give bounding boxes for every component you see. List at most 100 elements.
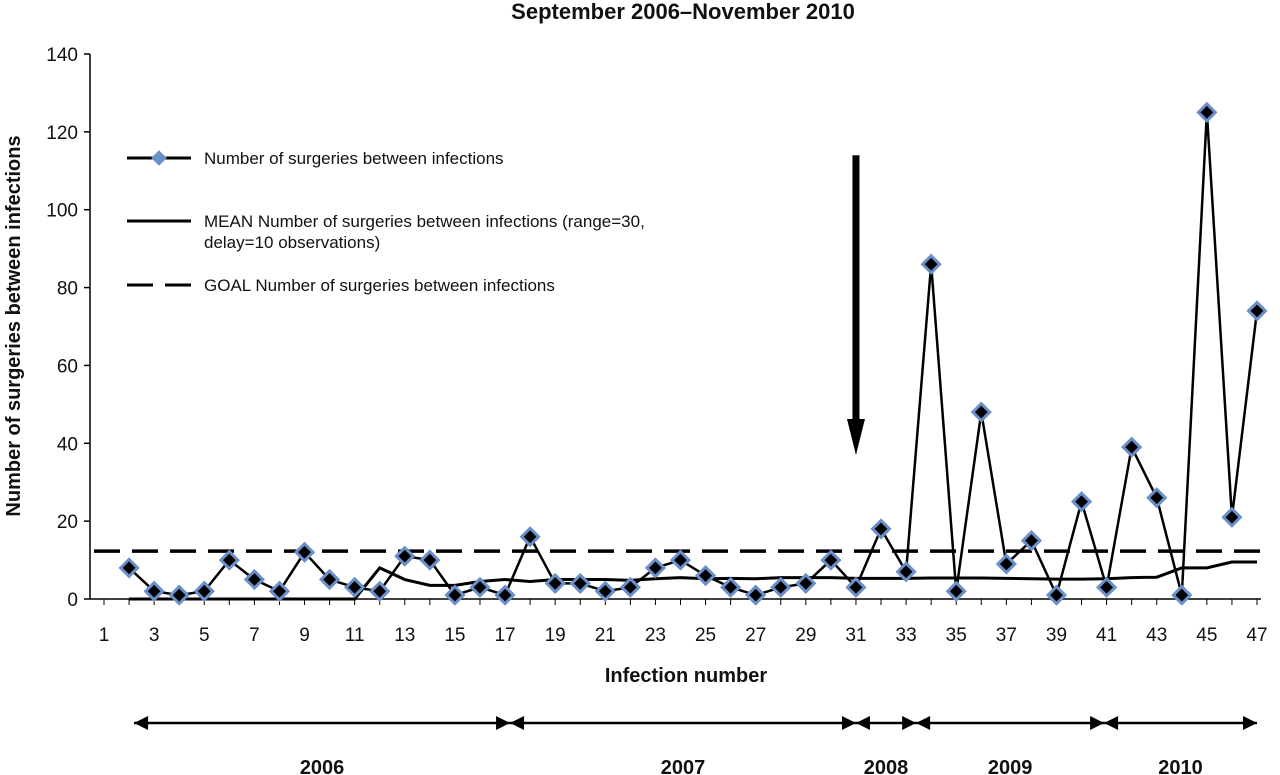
y-tick-label: 120 [46,123,78,144]
legend-label-mean-line1: MEAN Number of surgeries between infecti… [204,212,645,231]
legend-item-mean: MEAN Number of surgeries between infecti… [127,212,645,252]
x-tick-label: 9 [299,625,310,646]
data-point [669,549,692,571]
x-tick-label: 23 [645,625,666,646]
x-tick-label: 17 [494,625,515,646]
data-point [494,584,516,606]
data-point [519,526,541,548]
x-tick-label: 29 [795,625,816,646]
observed-line [128,112,1259,599]
data-point [193,580,215,602]
x-tick-label: 27 [745,625,766,646]
data-point [694,565,717,587]
y-tick-label: 40 [57,434,78,455]
legend-item-goal: GOAL Number of surgeries between infecti… [127,276,555,295]
data-point [1246,300,1268,322]
series-layer [94,101,1268,606]
data-point [644,557,667,579]
x-tick-label: 11 [345,625,365,646]
data-point [469,576,491,598]
period-arrowhead-left [510,716,525,730]
period-arrowhead-right [1243,716,1257,730]
x-tick-label: 43 [1146,625,1167,646]
data-point [1070,491,1093,513]
x-tick-label: 3 [149,625,160,646]
data-point [1121,436,1143,458]
data-point [544,572,566,595]
data-point [945,580,967,602]
x-tick-label: 41 [1096,625,1117,646]
data-point [1020,530,1043,552]
data-point [619,576,641,598]
data-point [318,568,341,591]
y-tick-label: 140 [46,45,78,66]
period-label: 2010 [1158,757,1203,775]
x-tick-label: 31 [845,625,866,646]
x-tick-label: 7 [249,625,260,646]
data-point [419,549,441,571]
data-point [218,549,240,571]
x-tick-label: 13 [394,625,415,646]
x-tick-label: 19 [545,625,566,646]
y-tick-label: 80 [57,279,78,300]
data-point [895,561,917,583]
legend-label-mean-line2: delay=10 observations) [204,233,380,252]
data-point [1096,576,1118,598]
x-tick-label: 39 [1046,625,1067,646]
y-tick-label: 0 [67,590,78,611]
x-tick-label: 35 [946,625,967,646]
legend: Number of surgeries between infections M… [127,149,645,295]
x-tick-label: 33 [896,625,917,646]
period-2010: 2010 [1104,716,1257,775]
data-point [293,541,316,563]
arrow-head [846,418,865,455]
chart-title: September 2006–November 2010 [511,0,855,24]
period-arrowhead-right [841,716,856,730]
data-point [1221,506,1243,528]
data-point [920,253,942,275]
data-point [369,580,391,602]
period-arrowhead-left [916,716,931,730]
data-point [745,584,767,606]
x-tick-label: 47 [1246,625,1267,646]
data-point [444,584,466,606]
y-tick-label: 20 [57,512,78,533]
period-label: 2008 [864,757,909,775]
x-tick-label: 5 [199,625,210,646]
period-2009: 2009 [916,716,1105,775]
data-point [995,553,1017,575]
data-point [168,584,190,606]
data-point [1171,584,1193,606]
y-tick-label: 100 [46,201,78,222]
data-point [569,572,591,595]
period-label: 2009 [988,757,1033,775]
data-point [143,580,165,602]
annotation-layer [846,155,865,455]
period-arrowhead-left [855,716,870,730]
x-tick-label: 15 [444,625,465,646]
legend-marker-observed [151,150,167,166]
period-2006: 2006 [134,716,511,775]
x-tick-label: 45 [1196,625,1217,646]
periods-layer: 2006 2007 2008 2009 2010 [134,716,1257,775]
data-point [344,576,366,598]
x-tick-label: 21 [595,625,616,646]
data-point [820,549,842,571]
data-point [795,572,817,595]
data-point [243,568,265,591]
period-2008: 2008 [855,716,917,775]
data-point [594,580,616,602]
data-point [720,576,742,598]
period-arrowhead-left [1104,716,1119,730]
data-point [268,580,291,602]
period-arrowhead-right [1090,716,1105,730]
data-point [394,545,416,567]
data-point [845,576,867,598]
mean-line [129,560,1257,601]
period-2007: 2007 [510,716,856,775]
x-tick-label: 1 [99,625,110,646]
period-label: 2006 [300,757,345,775]
x-tick-label: 37 [996,625,1017,646]
